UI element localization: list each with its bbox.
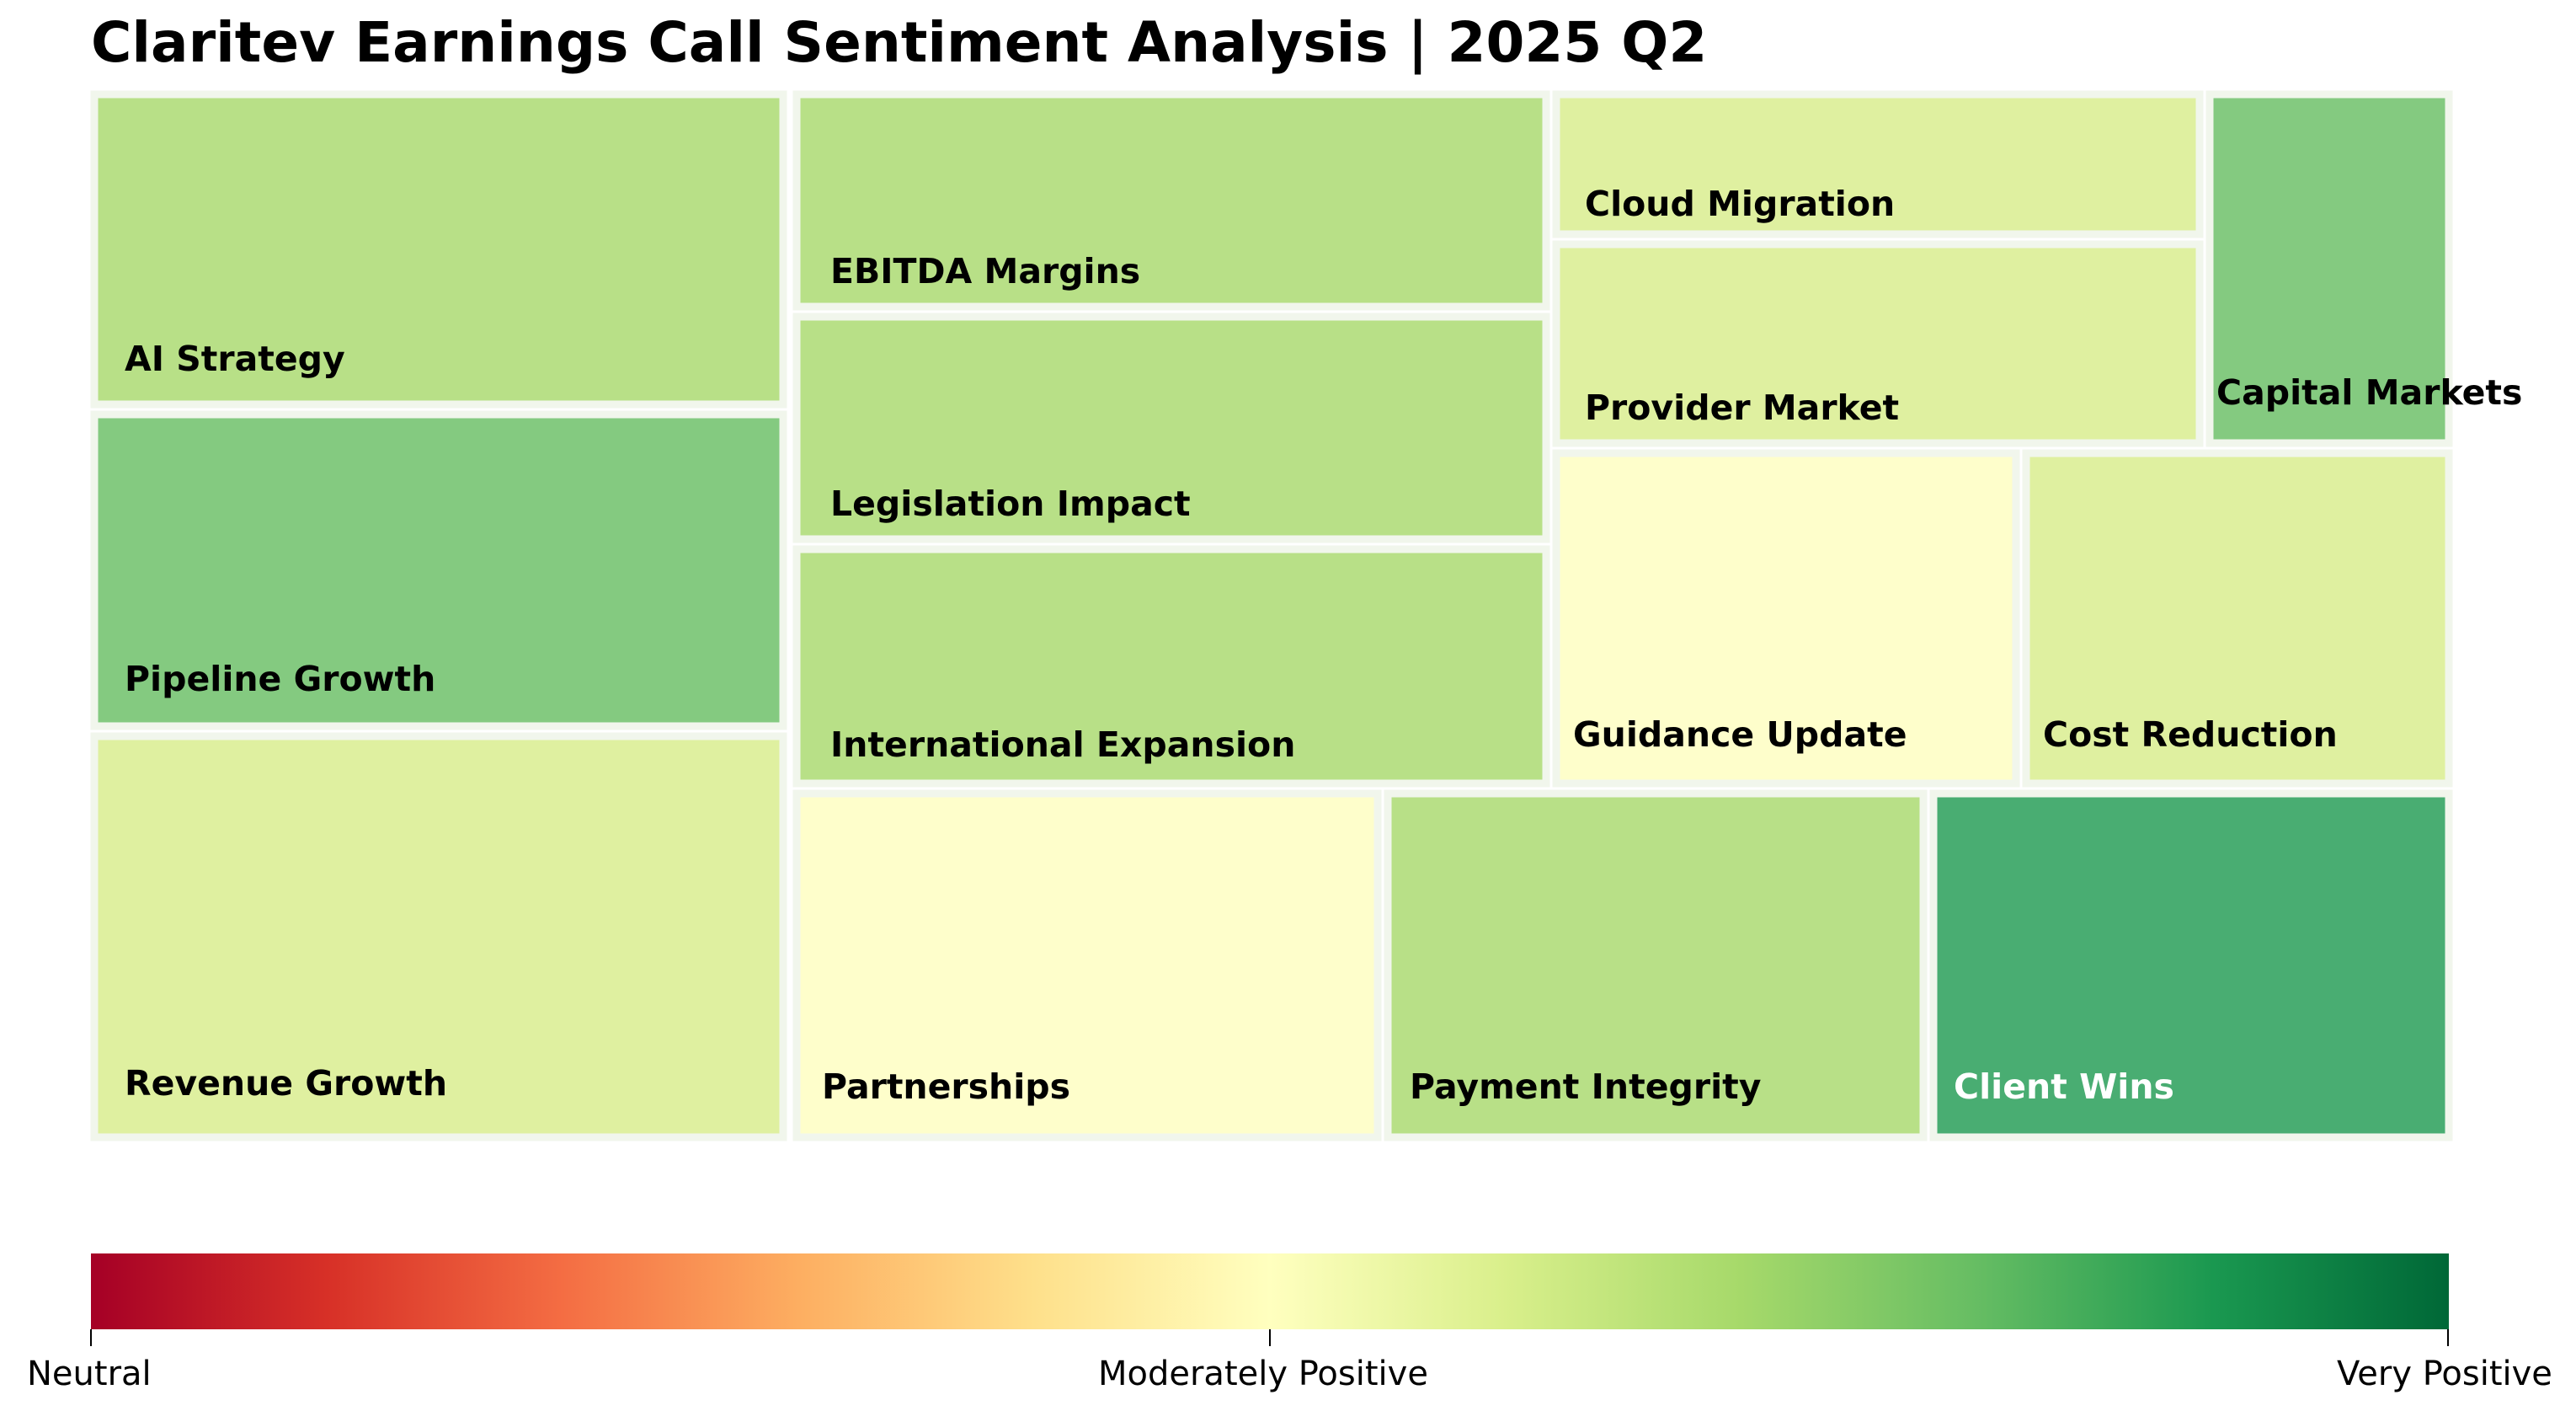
colorbar-tick-moderate — [1269, 1329, 1271, 1346]
treemap-label-revenue-growth: Revenue Growth — [125, 1063, 447, 1104]
treemap-label-guidance-update: Guidance Update — [1573, 714, 1907, 755]
treemap-label-payment-integrity: Payment Integrity — [1410, 1066, 1761, 1107]
treemap-label-ebitda-margins: EBITDA Margins — [830, 251, 1140, 291]
colorbar-label-min: Neutral — [27, 1355, 152, 1393]
treemap-cell-international-expansion — [792, 545, 1550, 788]
colorbar-label-mid: Moderately Positive — [1098, 1355, 1428, 1393]
treemap-label-ai-strategy: AI Strategy — [125, 339, 345, 379]
chart-title: Claritev Earnings Call Sentiment Analysi… — [91, 10, 1708, 75]
treemap-cell-guidance-update — [1552, 449, 2020, 788]
treemap-cell-ai-strategy — [90, 90, 787, 409]
treemap-cell-legislation-impact — [792, 313, 1550, 543]
treemap-label-pipeline-growth: Pipeline Growth — [125, 659, 435, 699]
treemap-cell-pipeline-growth — [90, 410, 787, 730]
treemap-cell-cost-reduction — [2022, 449, 2453, 788]
treemap-cell-ebitda-margins — [792, 90, 1550, 311]
treemap-label-capital-markets: Capital Markets — [2216, 372, 2522, 413]
treemap-cell-client-wins — [1929, 789, 2453, 1141]
colorbar-tick-neutral — [90, 1329, 92, 1346]
treemap-cell-capital-markets — [2205, 90, 2453, 447]
treemap-label-provider-market: Provider Market — [1585, 387, 1899, 428]
treemap-label-client-wins: Client Wins — [1954, 1066, 2174, 1107]
treemap-cell-partnerships — [792, 789, 1382, 1141]
treemap-label-partnerships: Partnerships — [822, 1066, 1070, 1107]
treemap-label-cloud-migration: Cloud Migration — [1585, 184, 1895, 224]
treemap-cell-cloud-migration — [1552, 90, 2204, 238]
treemap-cell-payment-integrity — [1384, 789, 1928, 1141]
colorbar-tick-very-positive — [2447, 1329, 2449, 1346]
sentiment-colorbar — [91, 1253, 2449, 1329]
treemap-label-legislation-impact: Legislation Impact — [830, 484, 1191, 524]
treemap-cell-provider-market — [1552, 240, 2204, 447]
treemap-label-cost-reduction: Cost Reduction — [2043, 714, 2338, 755]
treemap-chart: AI Strategy Pipeline Growth Revenue Growth… — [90, 90, 2522, 1141]
colorbar-label-max: Very Positive — [2337, 1355, 2552, 1393]
treemap-cell-revenue-growth — [90, 732, 787, 1141]
treemap-label-international-expansion: International Expansion — [830, 724, 1295, 765]
